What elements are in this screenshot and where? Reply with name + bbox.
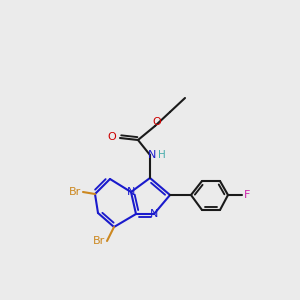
Text: Br: Br <box>69 187 81 197</box>
Text: F: F <box>244 190 250 200</box>
Text: N: N <box>150 209 158 219</box>
Text: H: H <box>158 150 166 160</box>
Text: O: O <box>108 132 116 142</box>
Text: O: O <box>153 117 161 127</box>
Text: Br: Br <box>93 236 105 246</box>
Text: N: N <box>127 187 135 197</box>
Text: N: N <box>148 150 156 160</box>
